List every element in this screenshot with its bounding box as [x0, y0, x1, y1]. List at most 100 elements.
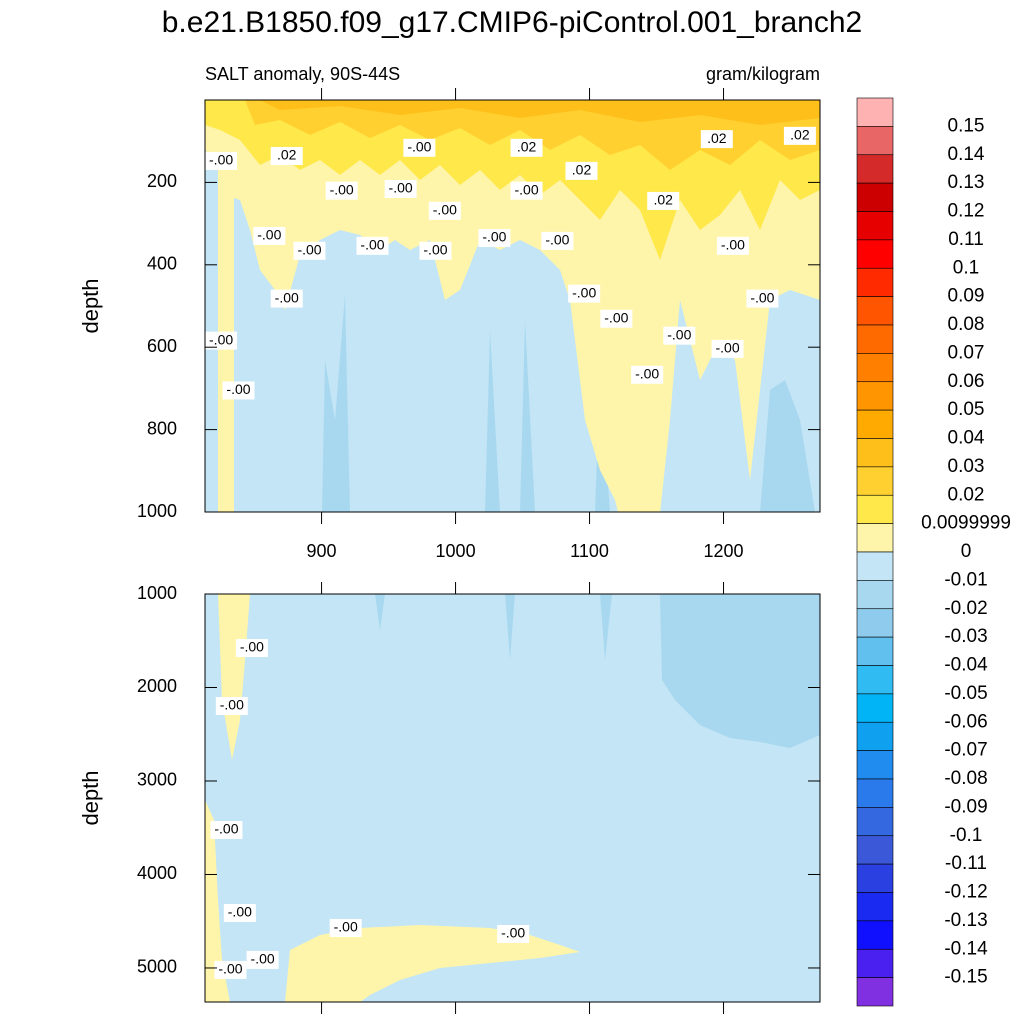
colorbar-label: 0.03 — [948, 456, 985, 477]
contour-label: -.00 — [423, 241, 447, 257]
colorbar-label: -0.14 — [944, 938, 988, 959]
contour-label: -.00 — [515, 181, 539, 197]
colorbar-label: 0.05 — [948, 399, 985, 420]
colorbar-label: -0.12 — [944, 882, 987, 903]
colorbar-label: -0.02 — [944, 598, 987, 619]
contour-label-bg — [783, 126, 816, 145]
colorbar-label: 0 — [961, 541, 972, 562]
contour-label-bg — [215, 697, 248, 716]
contour-label: -.00 — [750, 289, 774, 305]
contour-label: -.00 — [228, 904, 252, 920]
contour-label: .02 — [654, 192, 674, 208]
contour-label-bg — [746, 289, 779, 308]
contour-label: -.00 — [604, 309, 628, 325]
y-tick-label: 4000 — [137, 863, 177, 883]
plot-frame — [204, 99, 821, 513]
contour-label-bg — [293, 241, 326, 260]
colorbar-box — [856, 409, 894, 439]
colorbar-box — [856, 324, 894, 354]
contour-label: -.00 — [209, 152, 233, 168]
contour-label: -.00 — [407, 138, 431, 154]
x-tick-label: 1000 — [436, 541, 476, 561]
colorbar-label: 0.13 — [948, 172, 985, 193]
colorbar-box — [856, 211, 894, 241]
colorbar-label: 0.06 — [948, 371, 985, 392]
colorbar-label: 0.0099999 — [921, 513, 1011, 534]
contour-label-bg — [223, 903, 256, 922]
contour-label-bg — [565, 161, 598, 180]
contour-label: -.00 — [251, 951, 275, 967]
colorbar-label: -0.05 — [944, 683, 987, 704]
colorbar-label: 0.02 — [948, 484, 985, 505]
contour-label-bg — [253, 226, 286, 245]
contour-label: -.00 — [240, 639, 264, 655]
colorbar-label: 0.07 — [948, 342, 985, 363]
contour-label: -.00 — [501, 925, 525, 941]
contour-label: -.00 — [330, 181, 354, 197]
colorbar-box — [856, 892, 894, 922]
colorbar-box — [856, 608, 894, 638]
contour-label-bg — [478, 229, 511, 248]
colorbar-box — [856, 182, 894, 212]
colorbar-box — [856, 948, 894, 978]
contour-label: -.00 — [545, 232, 569, 248]
contour-label: -.00 — [218, 961, 242, 977]
colorbar-box — [856, 778, 894, 808]
colorbar-label: -0.15 — [944, 967, 987, 988]
contour-label-bg — [428, 201, 461, 220]
contour-label-bg — [510, 181, 543, 200]
colorbar-label: -0.11 — [945, 853, 987, 874]
colorbar-label: -0.1 — [950, 825, 983, 846]
colorbar-label: -0.07 — [944, 740, 987, 761]
colorbar-box — [856, 977, 894, 1007]
contour-label-bg — [663, 326, 696, 345]
contour-label: .02 — [707, 130, 727, 146]
colorbar-box — [856, 126, 894, 156]
colorbar-box — [856, 353, 894, 383]
contour-label-bg — [700, 130, 733, 149]
contour-label-bg — [711, 339, 744, 358]
y-tick-label: 1000 — [137, 583, 177, 603]
contour-label-bg — [246, 950, 279, 969]
contour-label-bg — [541, 231, 574, 250]
subtitle-left: SALT anomaly, 90S-44S — [205, 64, 400, 84]
contour-label: .02 — [517, 138, 537, 154]
contour-label-bg — [325, 181, 358, 200]
colorbar-box — [856, 807, 894, 837]
contour-label-bg — [329, 918, 362, 937]
contour-label: -.00 — [226, 381, 250, 397]
x-tick-label: 1100 — [570, 541, 609, 561]
contour-label-bg — [205, 151, 238, 170]
colorbar-label: 0.14 — [948, 144, 985, 165]
contour-label: -.00 — [715, 340, 739, 356]
colorbar-box — [856, 239, 894, 269]
colorbar-label: -0.06 — [944, 711, 987, 732]
colorbar-label: 0.11 — [948, 229, 984, 250]
region — [322, 295, 815, 512]
colorbar-box — [856, 267, 894, 297]
y-tick-label: 400 — [147, 254, 177, 274]
contour-label: -.00 — [635, 366, 659, 382]
contour-label: -.00 — [389, 180, 413, 196]
contour-label: -.00 — [572, 284, 596, 300]
colorbar-box — [856, 920, 894, 950]
colorbar-box — [856, 381, 894, 411]
y-tick-label: 200 — [147, 171, 177, 191]
contour-label-bg — [210, 820, 243, 839]
y-tick-label: 2000 — [137, 676, 177, 696]
contour-label: -.00 — [334, 919, 358, 935]
contour-label: -.00 — [667, 326, 691, 342]
colorbar-box — [856, 863, 894, 893]
contour-label: -.00 — [214, 821, 238, 837]
y-tick-label: 800 — [147, 418, 177, 438]
colorbar-box — [856, 296, 894, 326]
colorbar-label: -0.01 — [944, 569, 987, 590]
contour-label-bg — [403, 138, 436, 157]
colorbar-label: 0.08 — [948, 314, 985, 335]
colorbar-label: -0.08 — [944, 768, 987, 789]
contour-label-bg — [384, 179, 417, 198]
colorbar-label: -0.04 — [944, 655, 988, 676]
colorbar-label: -0.13 — [944, 910, 987, 931]
plot-frame — [204, 593, 821, 1003]
x-tick-label: 900 — [307, 541, 337, 561]
